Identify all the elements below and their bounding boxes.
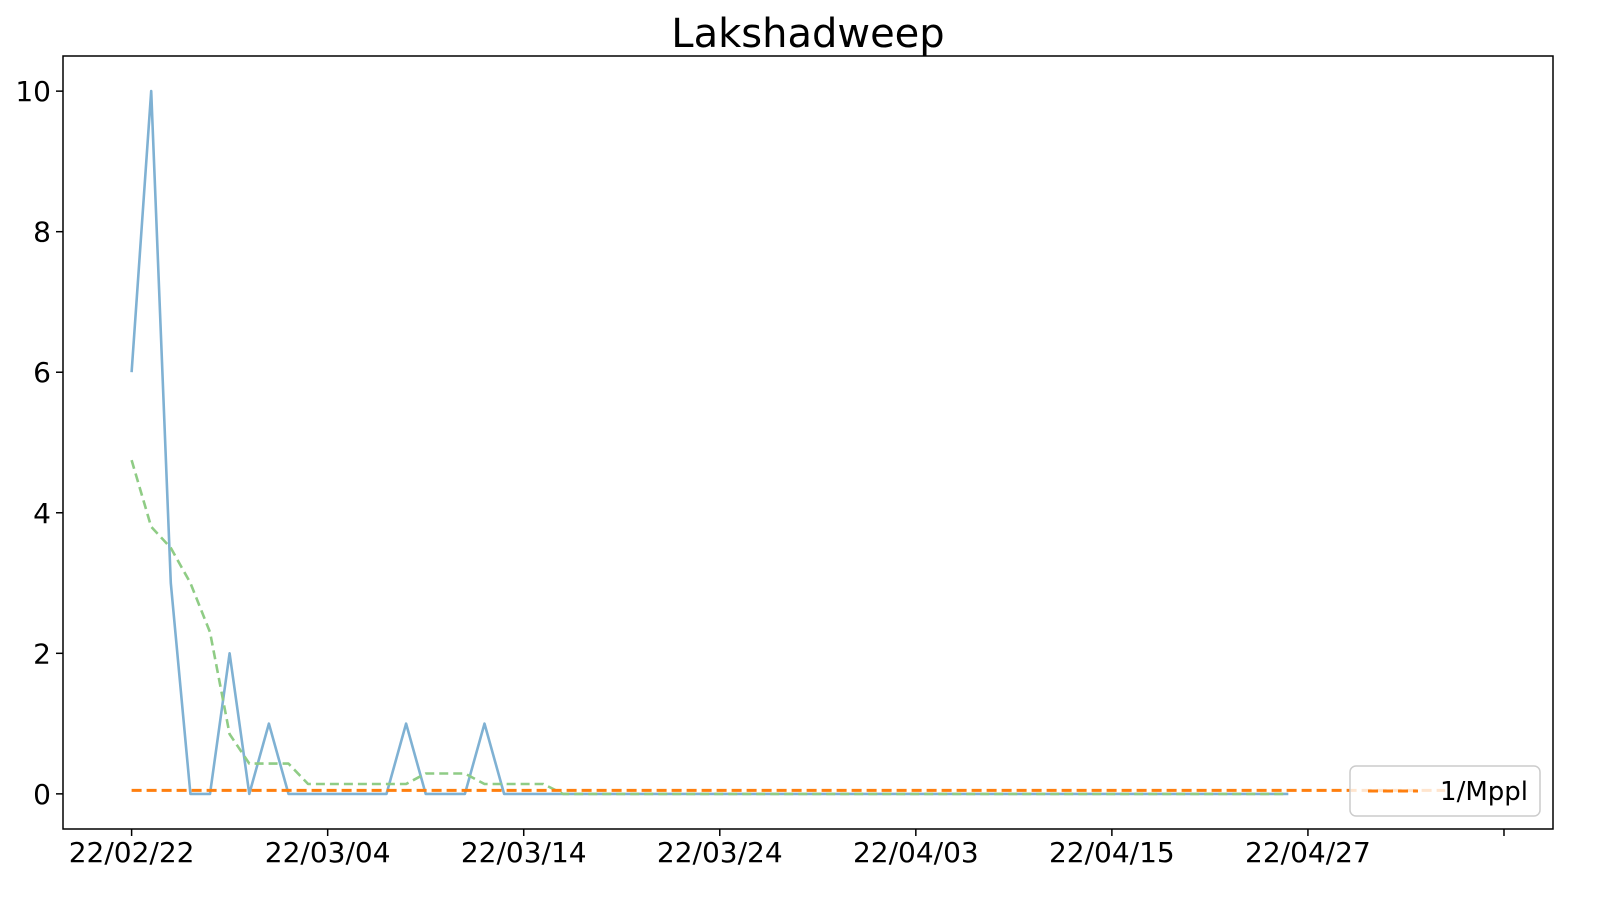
x-tick-label: 22/03/24 [657,836,783,869]
x-tick-label: 22/04/27 [1245,836,1371,869]
y-tick-label: 0 [33,778,51,811]
plot-frame [62,55,1554,830]
x-axis: 22/02/22 22/03/04 22/03/14 22/03/24 22/04/03… [69,829,1505,869]
x-tick-label: 22/04/03 [853,836,979,869]
y-tick-label: 8 [33,216,51,249]
chart-title: Lakshadweep [671,11,944,57]
series-line-rolling-average [130,459,1289,796]
legend-box [1349,765,1541,817]
plot-area [130,89,1446,796]
series-line-daily [130,89,1289,796]
y-tick-label: 4 [33,497,51,530]
y-tick-label: 10 [15,75,51,108]
y-tick-label: 6 [33,356,51,389]
x-tick-label: 22/04/15 [1049,836,1175,869]
y-tick-label: 2 [33,637,51,670]
y-axis: 0 2 4 6 8 10 [15,75,63,811]
x-tick-label: 22/03/14 [461,836,587,869]
legend: 1/Mppl [1349,765,1541,817]
legend-label-1-mppl: 1/Mppl [1440,777,1528,807]
x-tick-label: 22/03/04 [265,836,391,869]
x-tick-label: 22/02/22 [69,836,195,869]
